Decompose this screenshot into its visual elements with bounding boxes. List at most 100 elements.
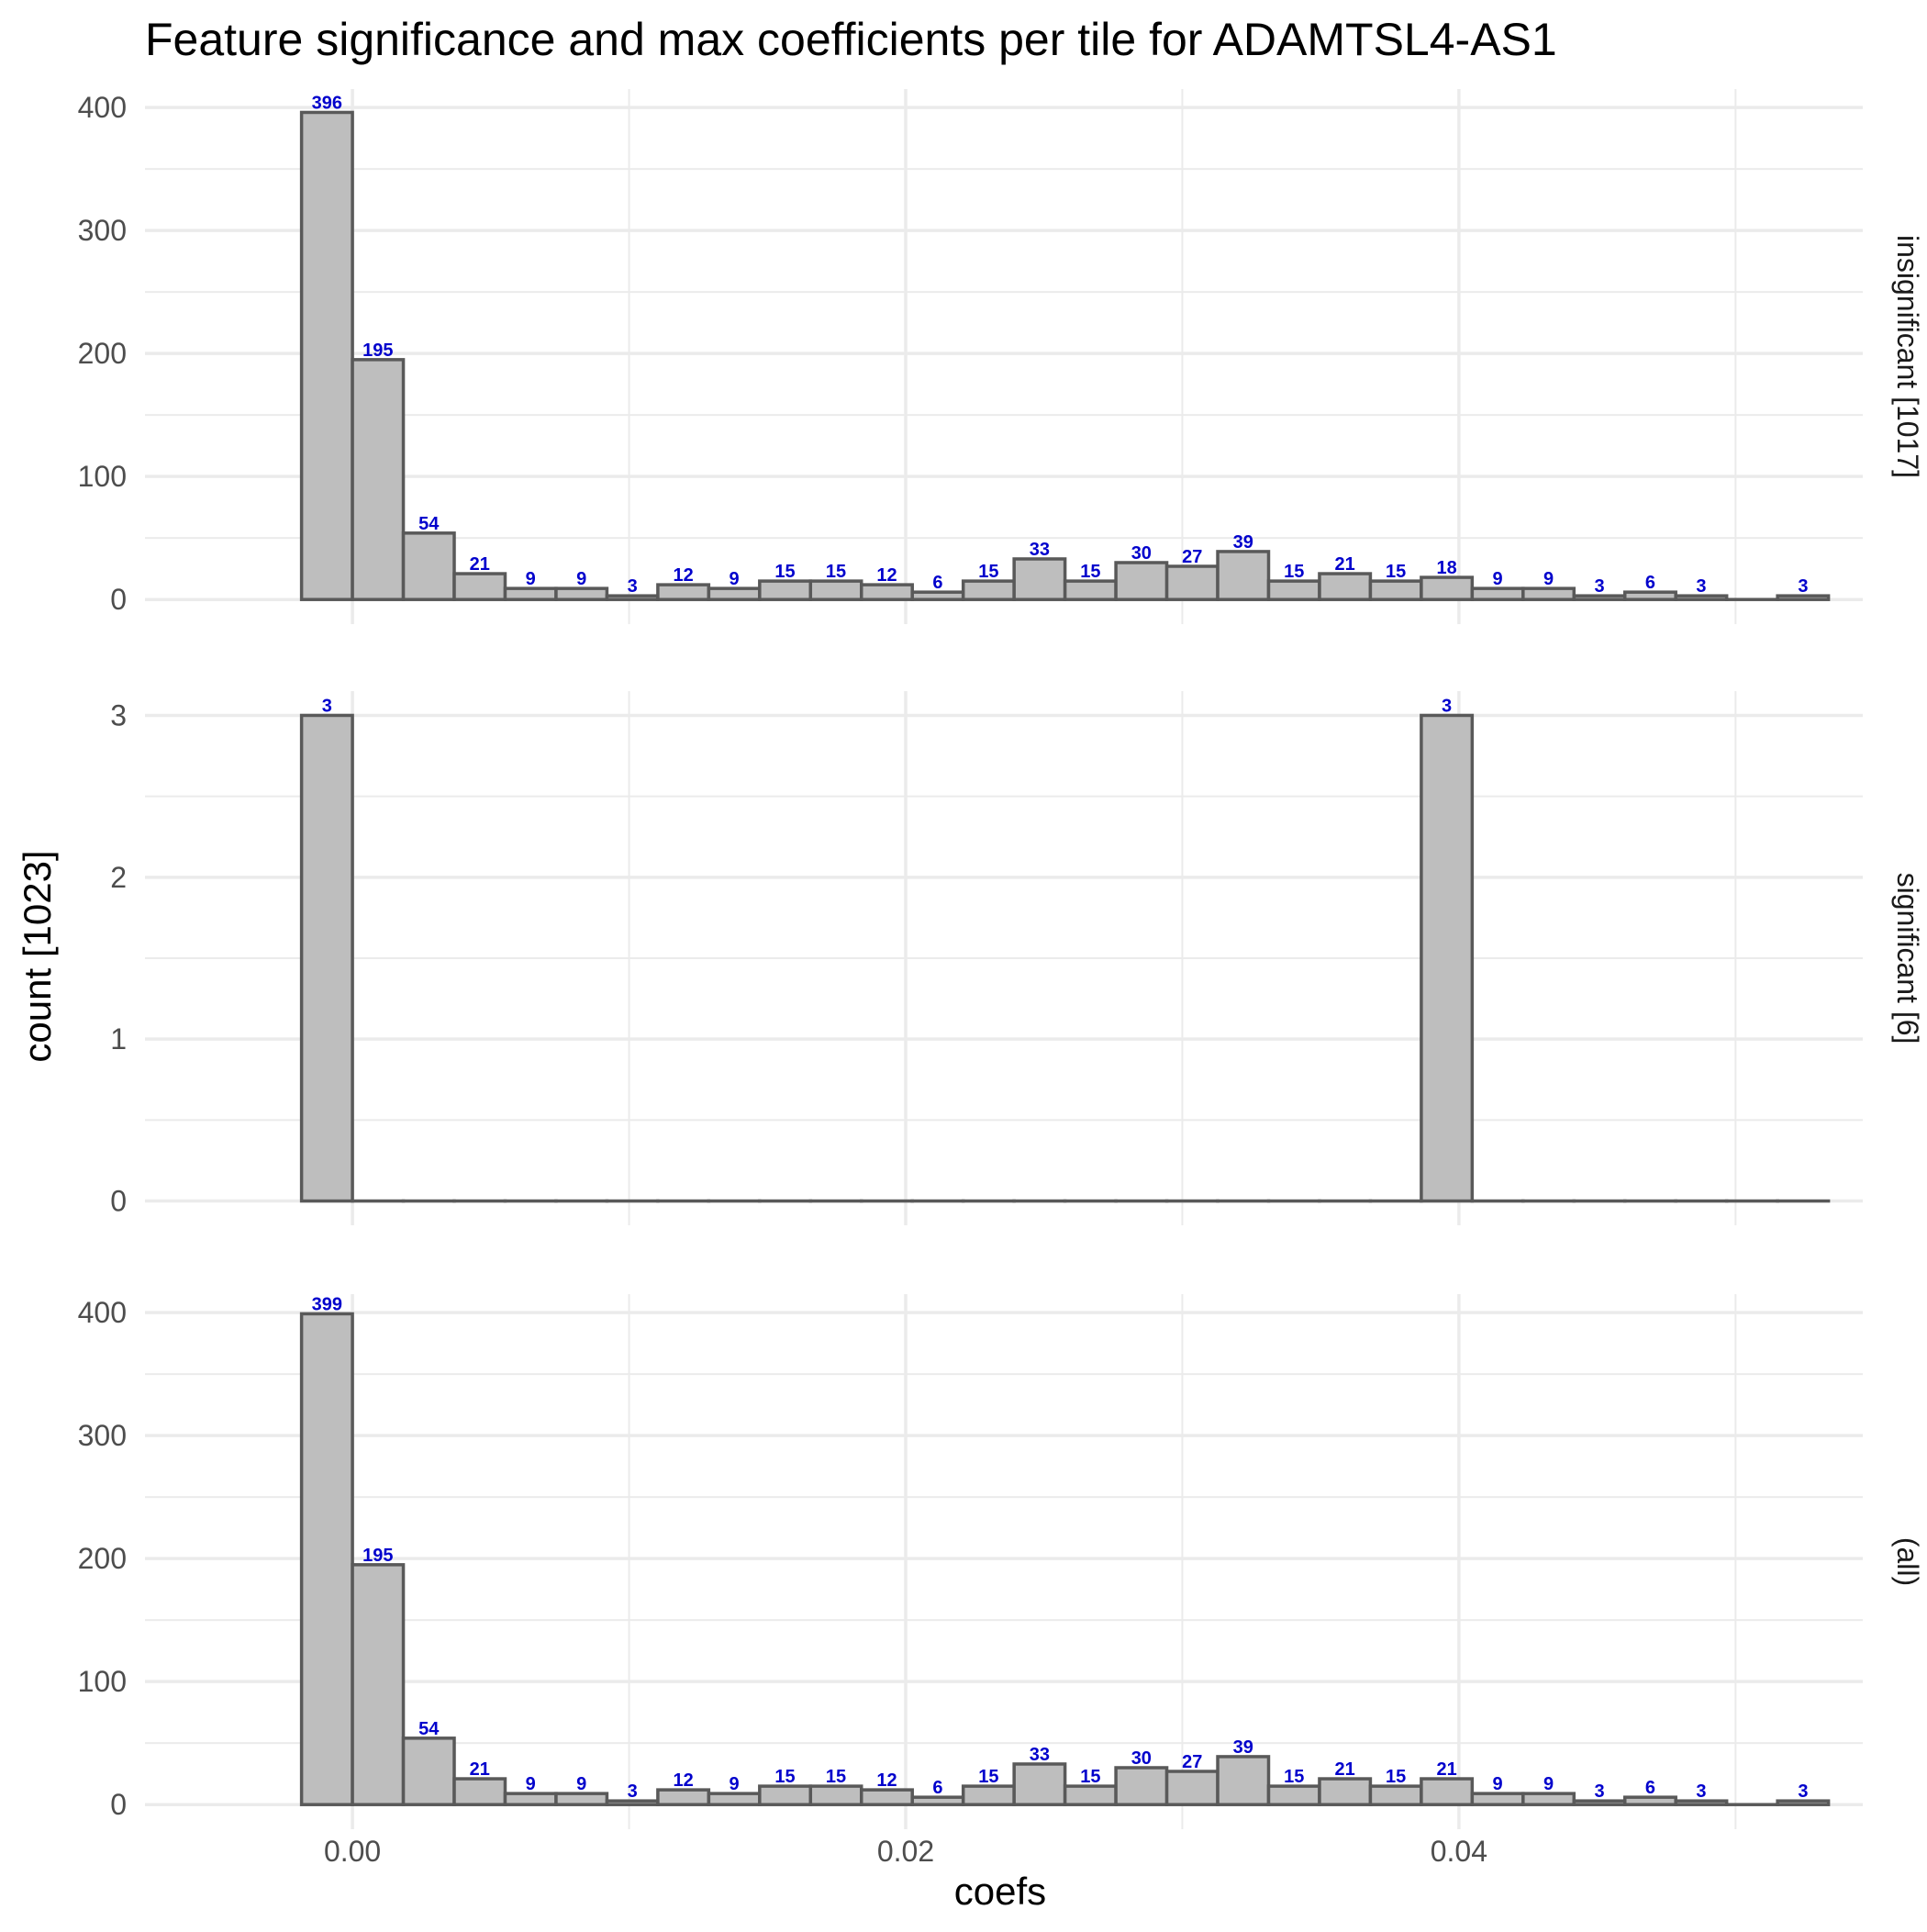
bar-count-label: 21 <box>470 554 490 575</box>
histogram-bar <box>1421 577 1472 599</box>
histogram-bar <box>1625 592 1676 599</box>
bar-count-label: 21 <box>470 1759 490 1780</box>
bar-count-label: 6 <box>932 1778 942 1798</box>
bar-count-label: 15 <box>774 1767 795 1787</box>
bar-count-label: 15 <box>1284 562 1304 582</box>
y-tick-label: 0 <box>110 1185 127 1218</box>
histogram-bar <box>1065 581 1116 599</box>
x-tick-label: 0.02 <box>877 1835 934 1868</box>
histogram-bar <box>1014 1764 1064 1804</box>
histogram-bar <box>1167 1771 1218 1804</box>
bar-count-label: 399 <box>312 1294 342 1314</box>
histogram-bar <box>1472 588 1522 599</box>
bar-count-label: 3 <box>628 576 638 597</box>
histogram-bar <box>1218 552 1268 599</box>
histogram-bar <box>352 1565 403 1804</box>
bar-count-label: 3 <box>322 696 332 716</box>
histogram-bar <box>760 1786 810 1804</box>
bar-count-label: 15 <box>978 1767 998 1787</box>
y-tick-label: 3 <box>110 698 127 731</box>
y-tick-label: 0 <box>110 583 127 616</box>
bar-count-label: 12 <box>673 1770 693 1791</box>
bar-count-label: 15 <box>1080 1767 1100 1787</box>
histogram-bar <box>862 585 912 599</box>
y-tick-label: 400 <box>78 91 127 124</box>
bar-count-label: 3 <box>1442 696 1452 716</box>
histogram-bar <box>1167 566 1218 599</box>
bar-count-label: 15 <box>1284 1767 1304 1787</box>
bar-count-label: 12 <box>673 565 693 586</box>
histogram-bar <box>404 533 454 599</box>
bar-count-label: 9 <box>730 569 740 589</box>
bar-count-label: 9 <box>526 1774 536 1794</box>
bar-count-label: 27 <box>1182 1752 1202 1772</box>
bar-count-label: 15 <box>826 562 846 582</box>
histogram-bar <box>1116 1768 1166 1804</box>
y-tick-label: 200 <box>78 337 127 370</box>
histogram-bar <box>1320 574 1370 599</box>
histogram-bar <box>1421 1779 1472 1804</box>
y-tick-label: 300 <box>78 1419 127 1452</box>
y-axis-title: count [1023] <box>16 850 59 1062</box>
histogram-bar <box>1116 563 1166 599</box>
histogram-bar <box>505 1793 555 1804</box>
bar-count-label: 195 <box>362 1546 393 1566</box>
y-tick-label: 1 <box>110 1022 127 1055</box>
bar-count-label: 3 <box>628 1781 638 1802</box>
histogram-bar <box>912 592 963 599</box>
bar-count-label: 9 <box>576 1774 586 1794</box>
bar-count-label: 33 <box>1030 540 1050 560</box>
y-tick-label: 2 <box>110 861 127 894</box>
bar-count-label: 54 <box>418 514 440 534</box>
bar-count-label: 15 <box>1080 562 1100 582</box>
bar-count-label: 3 <box>1696 1781 1706 1802</box>
bar-count-label: 27 <box>1182 547 1202 567</box>
facet-strip-label: significant [6] <box>1891 873 1924 1044</box>
bar-count-label: 15 <box>774 562 795 582</box>
bar-count-label: 15 <box>826 1767 846 1787</box>
bar-count-label: 6 <box>1645 573 1655 593</box>
histogram-bar <box>810 1786 861 1804</box>
histogram-bar <box>302 715 352 1201</box>
histogram-bar <box>912 1797 963 1804</box>
bar-count-label: 12 <box>876 565 897 586</box>
histogram-bar <box>964 1786 1014 1804</box>
bar-count-label: 3 <box>1798 576 1808 597</box>
bar-count-label: 9 <box>1493 1774 1503 1794</box>
histogram-bar <box>1065 1786 1116 1804</box>
bar-count-label: 54 <box>418 1719 440 1739</box>
bar-count-label: 30 <box>1131 543 1152 564</box>
bar-count-label: 33 <box>1030 1745 1050 1765</box>
histogram-bar <box>760 581 810 599</box>
y-tick-label: 300 <box>78 214 127 247</box>
histogram-bar <box>1014 559 1064 599</box>
facet-strip-label: (all) <box>1891 1537 1924 1586</box>
histogram-bar <box>1370 581 1420 599</box>
bar-count-label: 15 <box>978 562 998 582</box>
bar-count-label: 6 <box>932 573 942 593</box>
x-tick-label: 0.04 <box>1431 1835 1487 1868</box>
y-tick-label: 0 <box>110 1788 127 1821</box>
facet-strip-label: insignificant [1017] <box>1891 235 1924 478</box>
bar-count-label: 396 <box>312 93 342 113</box>
bar-count-label: 3 <box>1594 576 1604 597</box>
bar-count-label: 3 <box>1798 1781 1808 1802</box>
bar-count-label: 6 <box>1645 1778 1655 1798</box>
histogram-bar <box>1523 588 1574 599</box>
histogram-bar <box>505 588 555 599</box>
histogram-bar <box>658 585 708 599</box>
histogram-bar <box>302 112 352 599</box>
bar-count-label: 12 <box>876 1770 897 1791</box>
y-tick-label: 100 <box>78 1665 127 1698</box>
bar-count-label: 9 <box>730 1774 740 1794</box>
histogram-bar <box>1523 1793 1574 1804</box>
bar-count-label: 3 <box>1696 576 1706 597</box>
bar-count-label: 9 <box>576 569 586 589</box>
histogram-bar <box>454 1779 505 1804</box>
histogram-bar <box>1268 1786 1319 1804</box>
bar-count-label: 15 <box>1386 1767 1406 1787</box>
bar-count-label: 9 <box>1543 569 1554 589</box>
